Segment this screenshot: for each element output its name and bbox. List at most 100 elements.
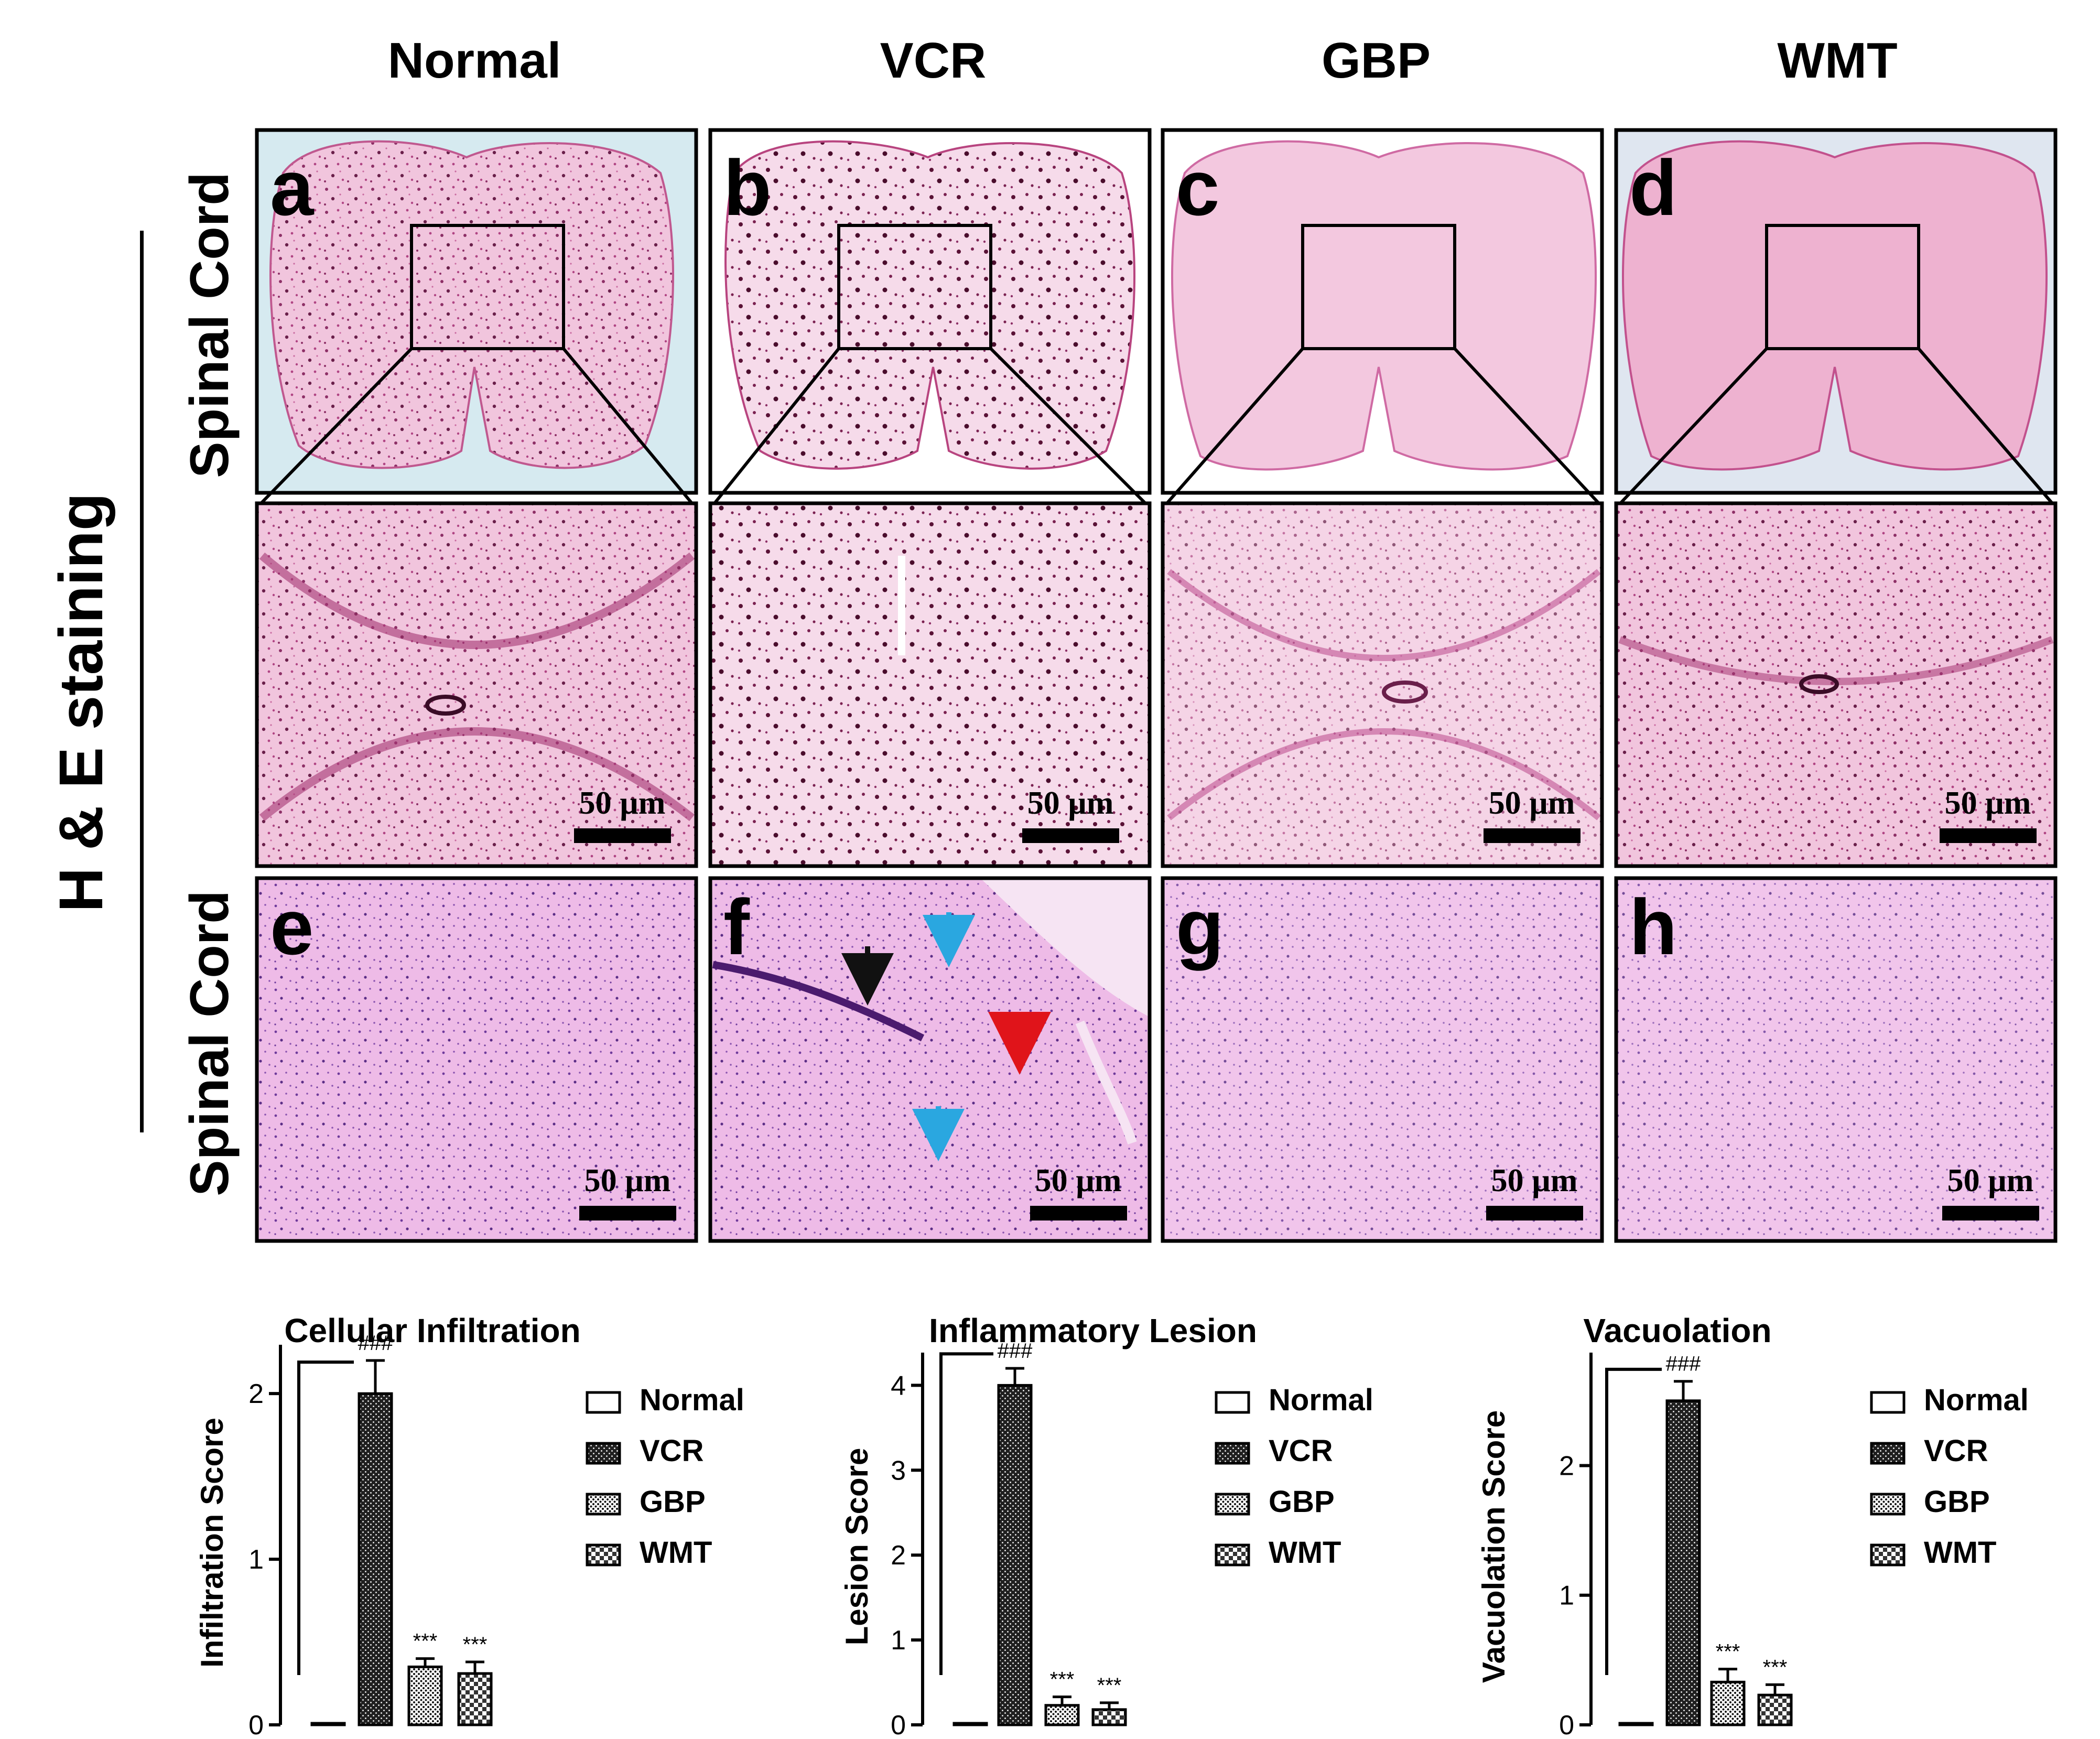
scale-bar-label-g: 50 µm bbox=[1491, 1163, 1578, 1198]
significance-label: *** bbox=[1050, 1668, 1075, 1691]
comparison-bracket bbox=[297, 1360, 354, 1675]
bar-wmt bbox=[1757, 1693, 1793, 1726]
scale-bar-label-c: 50 µm bbox=[1489, 785, 1575, 821]
scale-bar-label-h: 50 µm bbox=[1947, 1163, 2034, 1198]
legend-swatch-wmt bbox=[1215, 1543, 1250, 1567]
chart-title: Cellular Infiltration bbox=[284, 1312, 580, 1349]
significance-label: *** bbox=[463, 1633, 488, 1656]
significance-label: ### bbox=[998, 1340, 1033, 1363]
panel-letter-g: g bbox=[1176, 883, 1224, 971]
y-tick-label: 2 bbox=[248, 1379, 264, 1409]
legend-swatch-vcr bbox=[586, 1442, 621, 1465]
bar-normal bbox=[952, 1722, 988, 1726]
scale-bar-label-e: 50 µm bbox=[584, 1163, 671, 1198]
legend-swatch-vcr bbox=[1870, 1442, 1906, 1465]
panel-letter-a: a bbox=[270, 144, 315, 232]
legend-label-normal: Normal bbox=[1924, 1383, 2029, 1417]
legend-swatch-wmt bbox=[1870, 1543, 1906, 1567]
significance-label: *** bbox=[1763, 1656, 1788, 1679]
bar-wmt bbox=[1091, 1708, 1127, 1726]
legend-swatch-wmt bbox=[586, 1543, 621, 1567]
legend-label-wmt: WMT bbox=[1269, 1536, 1341, 1570]
legend-label-normal: Normal bbox=[1269, 1383, 1373, 1417]
stain-label-divider bbox=[140, 231, 144, 1132]
panel-b-zoom: 50 µm bbox=[708, 501, 1152, 868]
y-tick-label: 0 bbox=[248, 1710, 264, 1739]
column-header-gbp: GBP bbox=[1322, 33, 1431, 89]
bar-vcr bbox=[358, 1392, 393, 1726]
panel-c: c bbox=[1161, 128, 1604, 495]
legend-swatch-normal bbox=[586, 1391, 621, 1414]
panel-h: 50 µm h bbox=[1614, 876, 2058, 1243]
significance-label: *** bbox=[1097, 1674, 1122, 1697]
legend-swatch-vcr bbox=[1215, 1442, 1250, 1465]
chart-2: Inflammatory Lesion 0 1 2 3 4 Lesion Score ### *… bbox=[839, 1312, 1373, 1739]
row3-tissue-label: Spinal Cord bbox=[179, 890, 240, 1196]
scale-bar-label-f: 50 µm bbox=[1035, 1163, 1122, 1198]
comparison-bracket bbox=[939, 1352, 993, 1675]
legend-swatch-gbp bbox=[1215, 1493, 1250, 1516]
y-axis-label: Lesion Score bbox=[839, 1448, 874, 1646]
significance-label: ### bbox=[1666, 1353, 1701, 1376]
column-header-vcr: VCR bbox=[880, 33, 987, 89]
y-tick-label: 0 bbox=[891, 1710, 906, 1739]
y-tick-label: 2 bbox=[1559, 1451, 1574, 1481]
bar-vcr bbox=[1665, 1399, 1701, 1726]
panel-f: 50 µm f bbox=[708, 876, 1152, 1243]
panel-a-zoom: 50 µm bbox=[255, 501, 698, 868]
y-tick-label: 2 bbox=[891, 1540, 906, 1571]
legend-label-wmt: WMT bbox=[640, 1536, 712, 1570]
legend-swatch-normal bbox=[1870, 1391, 1906, 1414]
charts: Cellular Infiltration 0 1 2 Infiltration Sco… bbox=[194, 1312, 2029, 1739]
row1-tissue-label: Spinal Cord bbox=[179, 172, 240, 478]
panel-c-zoom: 50 µm bbox=[1161, 501, 1604, 868]
comparison-bracket bbox=[1605, 1367, 1662, 1675]
y-axis-label: Infiltration Score bbox=[194, 1418, 230, 1668]
legend-swatch-gbp bbox=[586, 1493, 621, 1516]
legend-label-normal: Normal bbox=[640, 1383, 744, 1417]
legend-label-wmt: WMT bbox=[1924, 1536, 1997, 1570]
y-axis-label: Vacuolation Score bbox=[1476, 1410, 1511, 1683]
legend-label-vcr: VCR bbox=[1269, 1434, 1333, 1468]
column-header-normal: Normal bbox=[388, 33, 561, 89]
y-tick-label: 1 bbox=[248, 1544, 264, 1575]
y-tick-label: 1 bbox=[891, 1625, 906, 1656]
legend-swatch-normal bbox=[1215, 1391, 1250, 1414]
legend-label-gbp: GBP bbox=[640, 1485, 706, 1519]
panel-letter-b: b bbox=[723, 144, 772, 232]
legend-label-gbp: GBP bbox=[1924, 1485, 1990, 1519]
panel-b: b bbox=[708, 128, 1152, 495]
scale-bar-label-a: 50 µm bbox=[579, 785, 666, 821]
stain-label: H & E staining bbox=[47, 493, 116, 912]
significance-label: *** bbox=[413, 1630, 438, 1653]
legend-label-vcr: VCR bbox=[1924, 1434, 1988, 1468]
chart-title: Inflammatory Lesion bbox=[929, 1312, 1257, 1349]
panel-g: 50 µm g bbox=[1161, 876, 1604, 1243]
scale-bar-label-d: 50 µm bbox=[1945, 785, 2031, 821]
y-tick-label: 4 bbox=[891, 1370, 906, 1401]
legend-label-vcr: VCR bbox=[640, 1434, 703, 1468]
bar-gbp bbox=[1710, 1680, 1746, 1726]
bar-vcr bbox=[997, 1384, 1033, 1726]
panel-d-zoom: 50 µm bbox=[1614, 501, 2058, 868]
significance-label: ### bbox=[358, 1332, 393, 1355]
y-tick-label: 1 bbox=[1559, 1581, 1574, 1611]
panel-e: 50 µm e bbox=[255, 876, 698, 1243]
panel-letter-c: c bbox=[1176, 144, 1219, 232]
bar-normal bbox=[310, 1722, 346, 1726]
panel-letter-h: h bbox=[1629, 883, 1677, 971]
bar-normal bbox=[1618, 1722, 1654, 1726]
panel-letter-d: d bbox=[1629, 144, 1677, 232]
legend-swatch-gbp bbox=[1870, 1493, 1906, 1516]
zoom-connectors bbox=[259, 347, 2054, 505]
y-tick-label: 0 bbox=[1559, 1710, 1574, 1739]
y-tick-label: 3 bbox=[891, 1455, 906, 1486]
legend-label-gbp: GBP bbox=[1269, 1485, 1335, 1519]
chart-3: Vacuolation 0 1 2 Vacuolation Score ### *** ***… bbox=[1476, 1312, 2029, 1739]
chart-title: Vacuolation bbox=[1583, 1312, 1771, 1349]
chart-1: Cellular Infiltration 0 1 2 Infiltration Sco… bbox=[194, 1312, 744, 1739]
bar-wmt bbox=[457, 1672, 493, 1726]
panel-letter-e: e bbox=[270, 883, 313, 971]
significance-label: *** bbox=[1716, 1640, 1740, 1664]
